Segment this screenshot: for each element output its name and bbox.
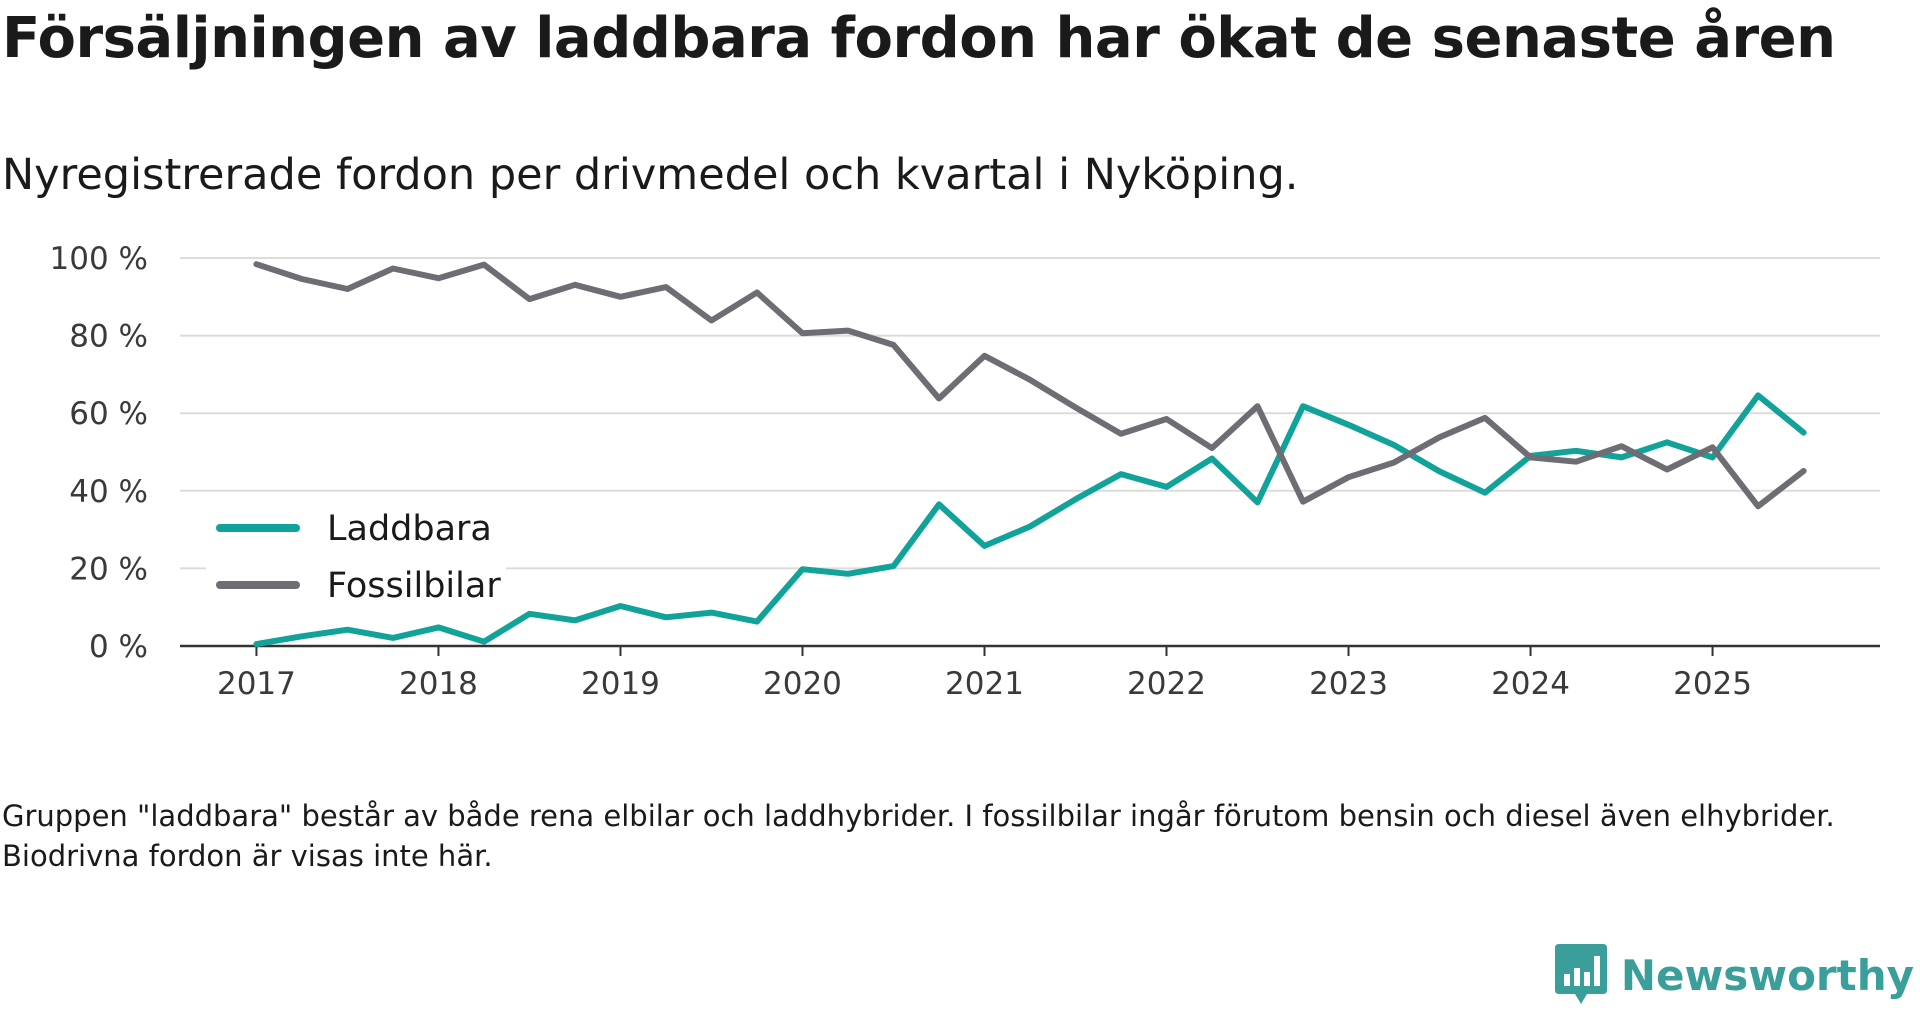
y-tick-label: 80 % bbox=[69, 319, 148, 355]
y-tick-label: 40 % bbox=[69, 474, 148, 510]
x-tick-label: 2018 bbox=[399, 666, 478, 702]
legend-label-fossilbilar: Fossilbilar bbox=[327, 566, 501, 606]
y-tick-label: 20 % bbox=[69, 551, 148, 587]
legend-label-laddbara: Laddbara bbox=[327, 509, 492, 549]
legend-background bbox=[206, 498, 506, 610]
x-tick-label: 2023 bbox=[1309, 666, 1388, 702]
x-tick-label: 2024 bbox=[1491, 666, 1570, 702]
axes: 0 % 20 % 40 % 60 % 80 % 100 % 2017 2018 2019 2020… bbox=[50, 241, 1880, 702]
y-tick-label: 100 % bbox=[50, 241, 148, 277]
x-tick-label: 2017 bbox=[217, 666, 296, 702]
y-tick-label: 0 % bbox=[89, 629, 148, 665]
line-chart: 0 % 20 % 40 % 60 % 80 % 100 % 2017 2018 2019 2020… bbox=[50, 241, 1880, 702]
x-tick-label: 2021 bbox=[945, 666, 1024, 702]
x-tick-label: 2025 bbox=[1673, 666, 1752, 702]
x-tick-label: 2020 bbox=[763, 666, 842, 702]
x-tick-label: 2022 bbox=[1127, 666, 1206, 702]
chart-subtitle: Nyregistrerade fordon per drivmedel och … bbox=[2, 150, 1299, 200]
series-line-fossilbilar bbox=[253, 261, 1807, 510]
legend: Laddbara Fossilbilar bbox=[206, 498, 506, 610]
brand-logo[interactable]: Newsworthy bbox=[1554, 944, 1914, 1006]
series-line-laddbara bbox=[253, 392, 1807, 648]
series-lines bbox=[253, 261, 1807, 648]
chart-footnote: Gruppen "laddbara" består av både rena e… bbox=[2, 799, 1835, 873]
bar-chart-badge-icon bbox=[1554, 944, 1607, 1004]
y-tick-label: 60 % bbox=[69, 396, 148, 432]
chart-title: Försäljningen av laddbara fordon har öka… bbox=[2, 6, 1836, 71]
brand-name: Newsworthy bbox=[1620, 950, 1914, 1000]
x-tick-label: 2019 bbox=[581, 666, 660, 702]
